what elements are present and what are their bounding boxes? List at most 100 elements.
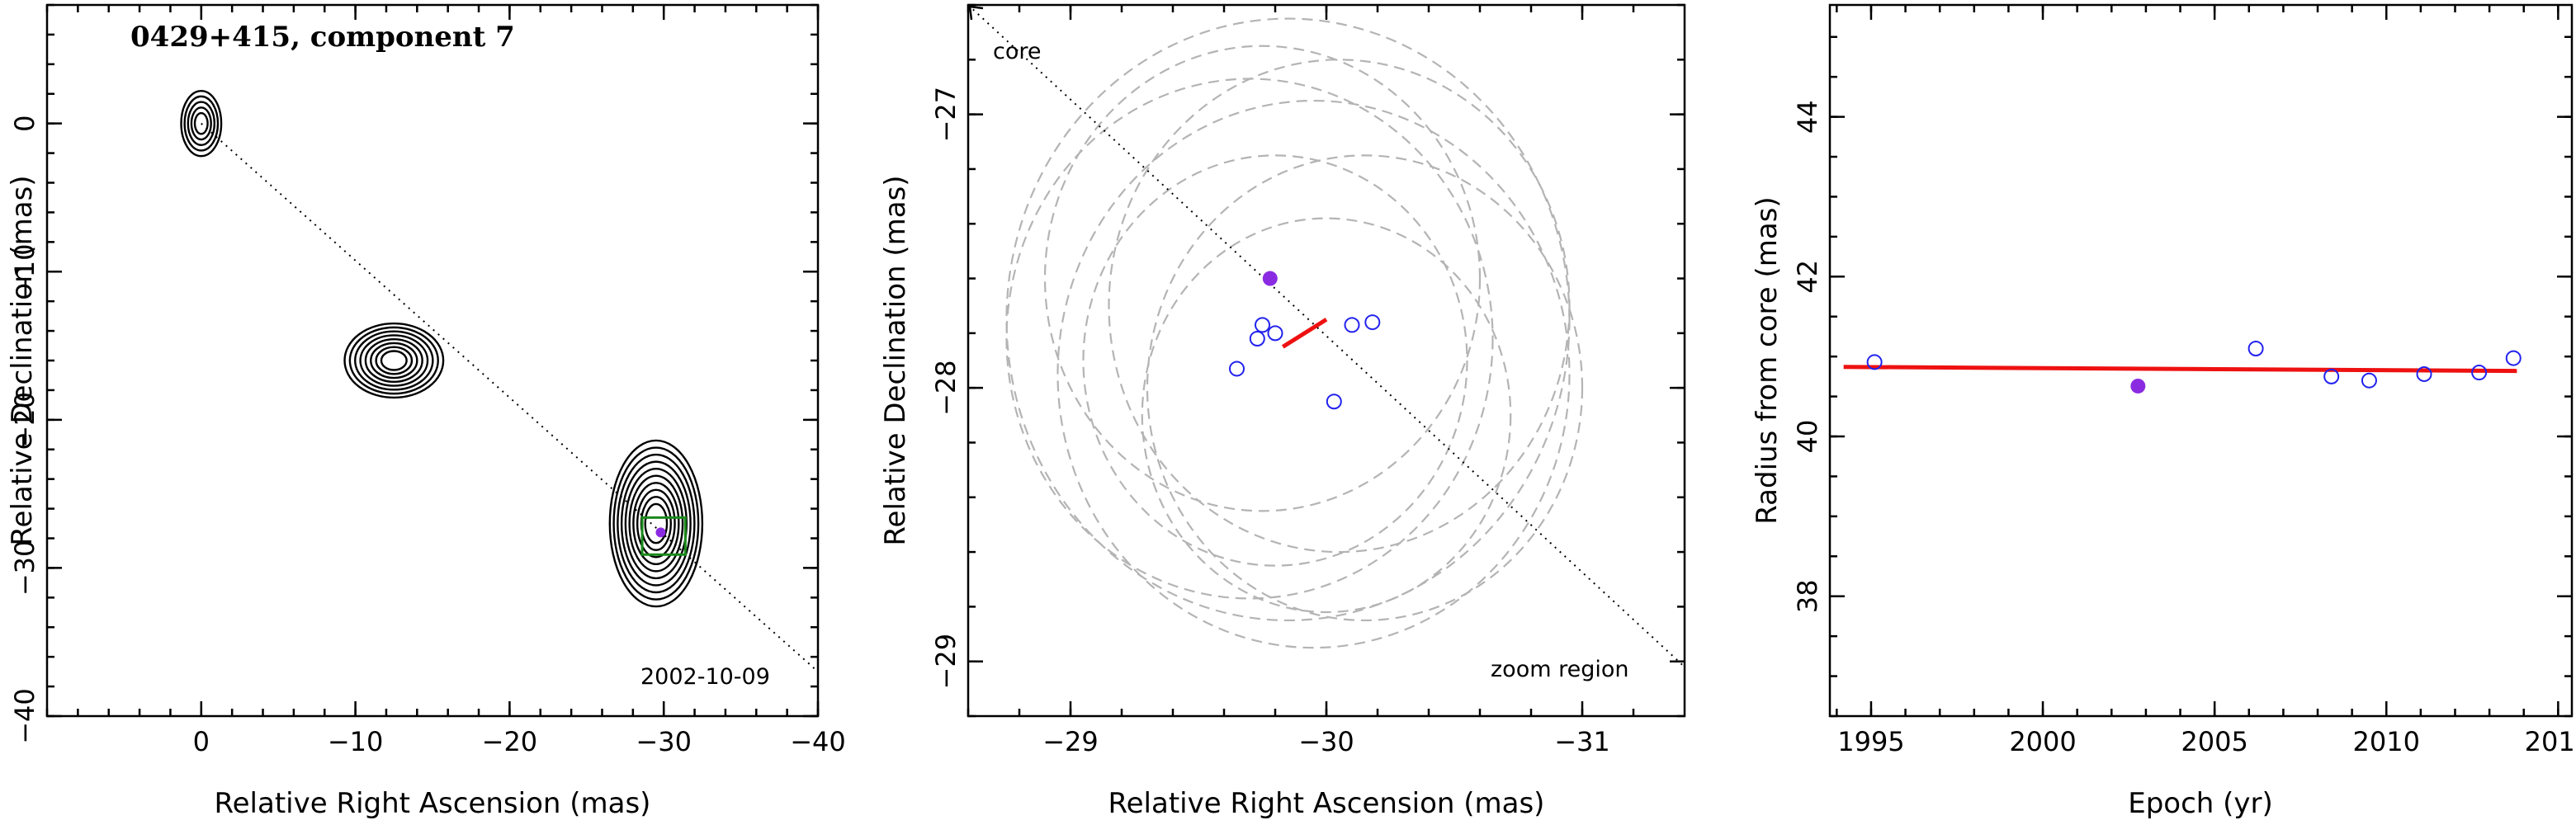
zoom-core-label: core xyxy=(993,39,1041,64)
p1-y-tick-label: −40 xyxy=(9,688,40,744)
p3-y-tick-label: 40 xyxy=(1792,420,1823,454)
p3-x-tick-label: 2005 xyxy=(2181,726,2248,757)
map-zoom-box xyxy=(640,516,687,556)
contour-level-component xyxy=(644,502,669,544)
map-title: 0429+415, component 7 xyxy=(130,21,515,54)
zoom-epoch-point xyxy=(1255,317,1270,333)
zoom-motion-vector xyxy=(1281,318,1328,349)
contour-level-component xyxy=(628,474,684,573)
zoom-x-ticks: −29 −30 −31 xyxy=(967,5,1635,757)
radius-x-axis-title: Epoch (yr) xyxy=(2128,787,2273,820)
p1-x-tick-label: −20 xyxy=(482,726,538,757)
p2-x-tick-label: −30 xyxy=(1298,726,1354,757)
map-y-ticks: 0 −10 −20 −30 −40 xyxy=(9,3,818,744)
zoom-y-axis-title: Relative Declination (mas) xyxy=(879,175,912,545)
zoom-epoch-point xyxy=(1249,330,1265,346)
zoom-epoch-point xyxy=(1364,314,1381,331)
p1-y-tick-label: −10 xyxy=(9,243,40,299)
contour-level-knot xyxy=(364,337,423,384)
map-date-annotation: 2002-10-09 xyxy=(640,664,770,690)
p3-x-tick-label: 2010 xyxy=(2353,726,2420,757)
map-x-axis-title: Relative Right Ascension (mas) xyxy=(215,787,651,820)
p2-x-tick-label: −31 xyxy=(1554,726,1610,757)
uncertainty-ring xyxy=(1082,154,1468,567)
p2-y-tick-label: −27 xyxy=(930,87,962,143)
p2-x-tick-label: −29 xyxy=(1042,726,1099,757)
zoom-epoch-point xyxy=(1267,325,1283,342)
zoom-core-arrowhead xyxy=(968,5,984,21)
radius-epoch-point xyxy=(2505,350,2522,366)
p1-x-tick-label: −30 xyxy=(636,726,692,757)
contour-level-component xyxy=(612,446,700,601)
p1-x-tick-label: −40 xyxy=(790,726,846,757)
p1-y-tick-label: −30 xyxy=(9,540,40,596)
zoom-core-direction-line xyxy=(967,4,1685,668)
contour-level-knot xyxy=(380,350,408,371)
zoom-epoch-point xyxy=(1229,361,1245,377)
contour-level-core xyxy=(190,106,212,141)
radius-panel: 1995 2000 2005 2010 2015 38 40 42 44 Epoch (yr)… xyxy=(1751,3,2576,820)
p1-y-tick-label: 0 xyxy=(9,115,40,131)
radius-epoch-point xyxy=(2323,368,2340,384)
map-panel: 0 −10 −20 −30 −40 0 −10 −20 −30 −40 0429+415, co… xyxy=(6,3,846,820)
map-contours xyxy=(180,89,704,608)
contour-level-knot xyxy=(370,342,418,380)
uncertainty-ring xyxy=(1108,59,1571,554)
zoom-axes-frame xyxy=(967,3,1686,718)
contour-level-knot xyxy=(348,326,439,395)
radius-epoch-point xyxy=(2248,340,2264,356)
radius-axes-frame xyxy=(1828,3,2574,718)
p3-x-tick-label: 2000 xyxy=(2009,726,2076,757)
p1-x-tick-label: −10 xyxy=(328,726,384,757)
p3-x-tick-label: 2015 xyxy=(2525,726,2576,757)
radius-epoch-point xyxy=(2361,372,2377,389)
p3-y-tick-label: 44 xyxy=(1792,100,1823,134)
contour-level-component xyxy=(632,482,680,566)
map-component-marker xyxy=(655,527,666,538)
p1-y-tick-label: −20 xyxy=(9,392,40,448)
uncertainty-ring xyxy=(1146,154,1584,622)
map-x-ticks: 0 −10 −20 −30 −40 xyxy=(45,5,846,757)
map-y-axis-title: Relative Declination (mas) xyxy=(6,175,39,545)
contour-level-component xyxy=(617,453,696,594)
uncertainty-ring xyxy=(1005,17,1571,622)
radius-y-axis-title: Radius from core (mas) xyxy=(1751,196,1784,524)
uncertainty-ring xyxy=(1141,217,1512,614)
zoom-epoch-point xyxy=(1344,317,1360,333)
p3-y-tick-label: 38 xyxy=(1792,579,1823,613)
zoom-panel: core zoom region −29 −30 −31 −27 −28 −29 Rel… xyxy=(879,3,1686,820)
p3-y-tick-label: 42 xyxy=(1792,260,1823,294)
zoom-current-epoch-point xyxy=(1262,271,1278,286)
radius-fit-line xyxy=(1843,365,2517,374)
radius-epoch-points xyxy=(1866,340,2522,389)
radius-epoch-point xyxy=(2471,365,2488,381)
radius-current-epoch-point xyxy=(2130,378,2146,394)
radius-epoch-point xyxy=(1866,354,1883,370)
radius-epoch-point xyxy=(2416,365,2432,382)
contour-level-component xyxy=(608,439,704,608)
zoom-epoch-point xyxy=(1326,394,1342,410)
radius-y-ticks: 38 40 42 44 xyxy=(1792,35,2572,718)
p2-y-tick-label: −29 xyxy=(930,634,962,690)
contour-level-knot xyxy=(343,322,445,399)
map-direction-line xyxy=(201,122,819,672)
contour-level-knot xyxy=(359,334,429,387)
uncertainty-ring xyxy=(1043,45,1482,512)
p1-x-tick-label: 0 xyxy=(193,726,210,757)
contour-level-knot xyxy=(375,346,414,375)
contour-level-core xyxy=(187,101,216,146)
zoom-x-axis-title: Relative Right Ascension (mas) xyxy=(1108,787,1545,820)
contour-level-component xyxy=(624,467,688,580)
contour-level-component xyxy=(636,488,676,559)
contour-level-knot xyxy=(354,330,434,391)
zoom-uncertainty-rings xyxy=(1005,17,1584,649)
contour-level-component xyxy=(620,460,692,587)
zoom-epoch-points xyxy=(1229,314,1381,410)
uncertainty-ring xyxy=(1056,99,1571,649)
radius-x-ticks: 1995 2000 2005 2010 2015 xyxy=(1836,5,2576,757)
zoom-y-ticks: −27 −28 −29 xyxy=(930,3,1685,718)
contour-level-core xyxy=(193,111,209,135)
contour-level-core xyxy=(183,95,220,152)
zoom-region-label: zoom region xyxy=(1491,657,1628,682)
